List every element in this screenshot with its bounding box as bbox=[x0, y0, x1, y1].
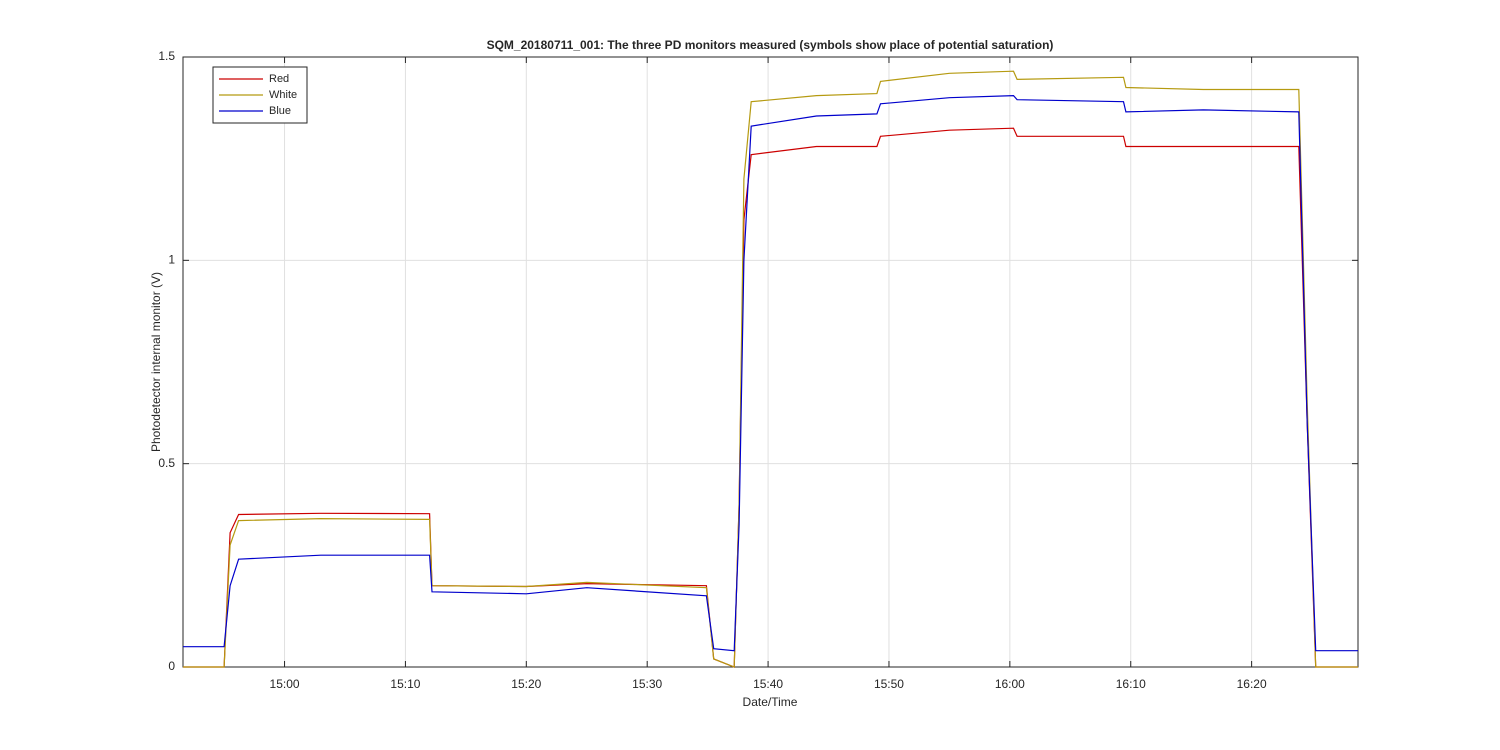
x-tick-label: 16:10 bbox=[1116, 677, 1146, 691]
y-tick-label: 1.5 bbox=[158, 49, 175, 63]
plot-frame bbox=[182, 56, 1359, 668]
x-tick-label: 16:00 bbox=[995, 677, 1025, 691]
x-tick-label: 15:10 bbox=[390, 677, 420, 691]
x-tick-label: 15:50 bbox=[874, 677, 904, 691]
series-line bbox=[183, 94, 1358, 652]
x-tick-label: 15:20 bbox=[511, 677, 541, 691]
chart-title: SQM_20180711_001: The three PD monitors … bbox=[487, 38, 1054, 52]
x-tick-label: 15:30 bbox=[632, 677, 662, 691]
legend-label: White bbox=[269, 89, 297, 101]
x-tick-label: 16:20 bbox=[1237, 677, 1267, 691]
legend-label: Red bbox=[269, 73, 289, 85]
y-tick-label: 0 bbox=[168, 659, 175, 673]
x-tick-label: 15:40 bbox=[753, 677, 783, 691]
x-tick-label: 15:00 bbox=[270, 677, 300, 691]
legend-label: Blue bbox=[269, 105, 291, 117]
x-axis-label: Date/Time bbox=[743, 695, 798, 709]
series-line bbox=[183, 70, 1358, 668]
y-tick-label: 1 bbox=[168, 253, 175, 267]
y-tick-label: 0.5 bbox=[158, 456, 175, 470]
y-axis-label: Photodetector internal monitor (V) bbox=[149, 272, 163, 452]
